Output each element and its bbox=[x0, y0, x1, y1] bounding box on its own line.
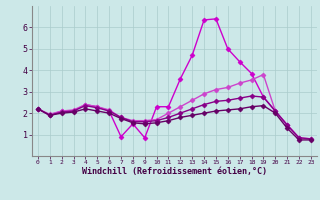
X-axis label: Windchill (Refroidissement éolien,°C): Windchill (Refroidissement éolien,°C) bbox=[82, 167, 267, 176]
